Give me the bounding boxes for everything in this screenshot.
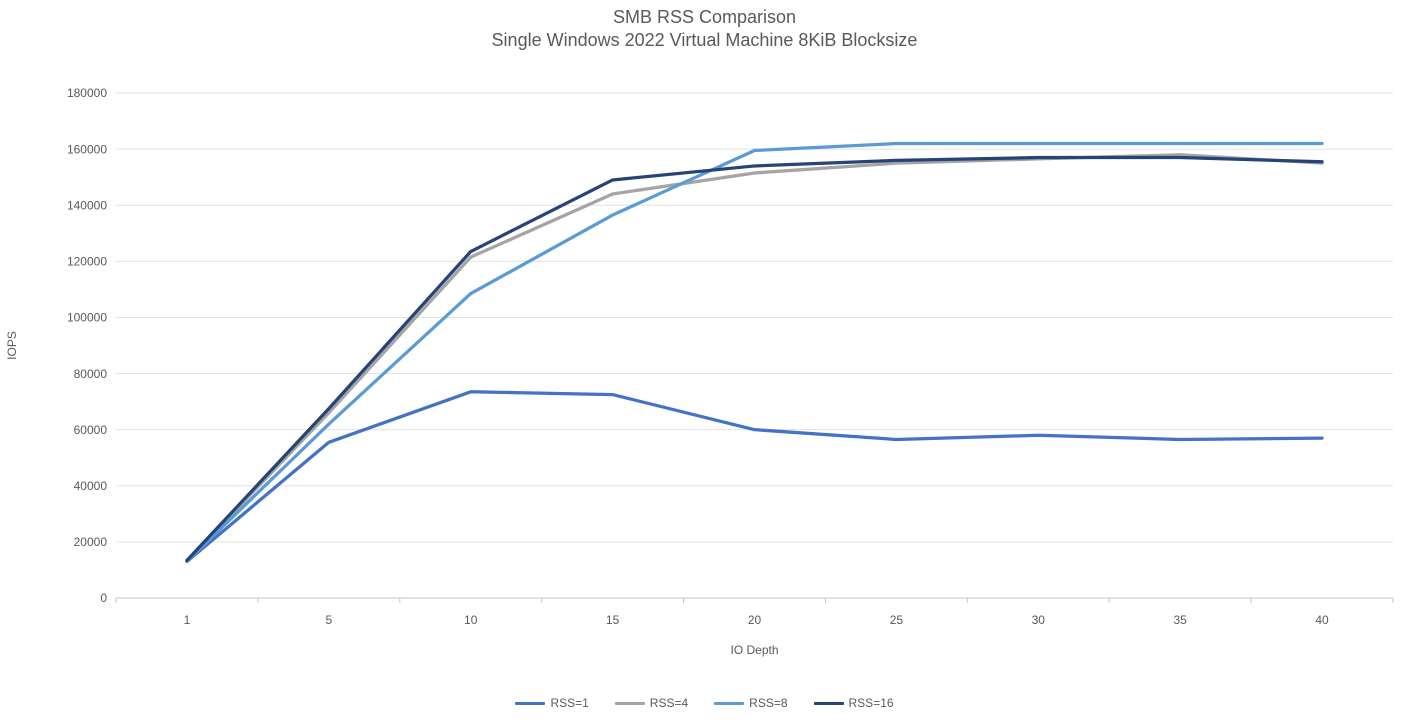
legend-swatch-rss-16 [813,701,844,705]
legend-label-rss-1: RSS=1 [550,696,589,710]
y-axis-tick-label: 160000 [67,142,107,156]
x-axis-tick-label: 1 [184,613,191,627]
x-axis-tick-label: 35 [1173,613,1187,627]
x-axis-tick-label: 25 [890,613,904,627]
y-axis-tick-label: 140000 [67,198,107,212]
series-line-rss-8 [185,141,1324,563]
x-axis-tick-label: 40 [1315,613,1329,627]
legend-label-rss-8: RSS=8 [749,696,788,710]
chart-title-line2: Single Windows 2022 Virtual Machine 8KiB… [491,30,918,50]
chart-title-line1: SMB RSS Comparison [612,7,797,27]
y-axis-title: IOPS [5,331,19,360]
chart-title: SMB RSS Comparison Single Windows 2022 V… [0,6,1409,52]
legend-item-rss-1: RSS=1 [515,696,589,710]
legend-item-rss-8: RSS=8 [714,696,788,710]
y-axis-tick-label: 20000 [74,535,108,549]
series-line-rss-1 [185,390,1324,564]
legend-label-rss-4: RSS=4 [649,696,689,710]
chart-legend: RSS=1 RSS=4 RSS=8 RSS=16 [0,696,1409,710]
y-axis-tick-label: 80000 [74,367,108,381]
legend-swatch-rss-4 [614,701,645,705]
y-axis-tick-label: 40000 [74,479,108,493]
x-axis-title: IO Depth [730,643,778,657]
y-axis-tick-label: 180000 [67,86,107,100]
x-axis-tick-label: 10 [464,613,478,627]
legend-item-rss-4: RSS=4 [614,696,689,710]
series-line-rss-16 [185,155,1324,563]
x-axis-tick-label: 30 [1032,613,1046,627]
legend-swatch-rss-1 [515,701,546,705]
x-axis-tick-label: 20 [748,613,762,627]
legend-item-rss-16: RSS=16 [813,696,894,710]
legend-swatch-rss-8 [714,701,745,705]
legend-label-rss-16: RSS=16 [848,696,894,710]
y-axis-tick-label: 60000 [74,423,108,437]
y-axis-tick-label: 0 [100,591,107,605]
y-axis-tick-label: 120000 [67,255,107,269]
y-axis-tick-label: 100000 [67,311,107,325]
x-axis-tick-label: 15 [606,613,620,627]
x-axis-tick-label: 5 [325,613,332,627]
series-line-rss-4 [185,153,1324,563]
